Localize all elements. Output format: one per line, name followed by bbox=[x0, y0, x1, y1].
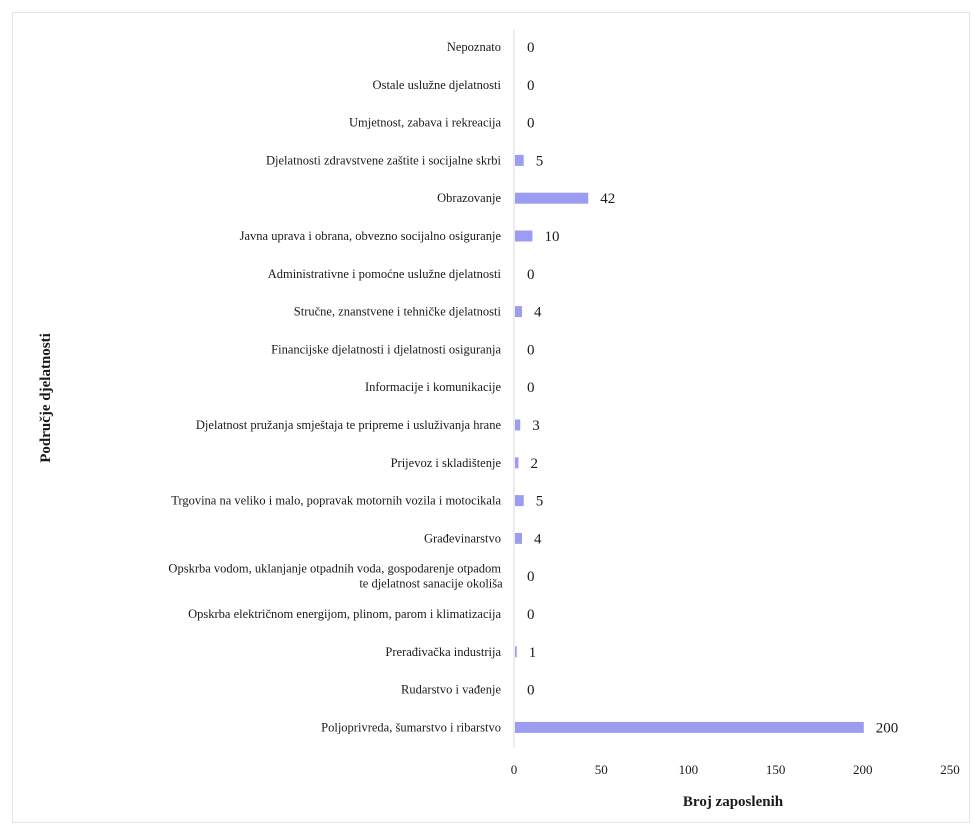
x-tick-5: 250 bbox=[940, 762, 960, 777]
category-label-9-line-0: Informacije i komunikacije bbox=[365, 380, 502, 394]
value-label-7: 4 bbox=[534, 305, 542, 321]
category-label-13-line-0: Građevinarstvo bbox=[424, 531, 501, 545]
value-label-10: 3 bbox=[532, 418, 540, 434]
bar-13 bbox=[515, 532, 522, 544]
bar-18 bbox=[515, 721, 864, 733]
category-label-4-line-0: Obrazovanje bbox=[437, 191, 501, 205]
value-label-16: 1 bbox=[529, 645, 537, 661]
bar-4 bbox=[515, 192, 589, 204]
bar-11 bbox=[515, 457, 519, 469]
category-label-16-line-0: Prerađivačka industrija bbox=[385, 645, 501, 659]
category-labels: Nepoznato Ostale uslužne djelatnosti Umjet… bbox=[168, 40, 503, 734]
value-label-4: 42 bbox=[600, 191, 615, 207]
category-label-3-line-0: Djelatnosti zdravstvene zaštite i socija… bbox=[266, 153, 502, 167]
category-label-12-line-0: Trgovina na veliko i malo, popravak moto… bbox=[171, 494, 501, 508]
x-tick-2: 100 bbox=[679, 762, 699, 777]
value-label-12: 5 bbox=[536, 494, 544, 510]
category-label-17: Rudarstvo i vađenje bbox=[401, 683, 501, 697]
bar-12 bbox=[515, 495, 524, 507]
category-label-9: Informacije i komunikacije bbox=[365, 380, 502, 394]
value-label-2: 0 bbox=[527, 116, 535, 132]
value-label-5: 10 bbox=[544, 229, 559, 245]
category-label-4: Obrazovanje bbox=[437, 191, 501, 205]
category-label-15-line-0: Opskrba električnom energijom, plinom, p… bbox=[188, 607, 501, 621]
x-tick-0: 0 bbox=[511, 762, 518, 777]
value-label-18: 200 bbox=[876, 720, 899, 736]
category-label-18: Poljoprivreda, šumarstvo i ribarstvo bbox=[321, 720, 501, 734]
bar-5 bbox=[515, 230, 533, 242]
value-label-14: 0 bbox=[527, 569, 535, 585]
category-label-8: Financijske djelatnosti i djelatnosti os… bbox=[271, 342, 501, 356]
value-label-15: 0 bbox=[527, 607, 535, 623]
category-label-14-line-1: te djelatnost sanacije okoliša bbox=[359, 577, 503, 591]
category-label-10-line-0: Djelatnost pružanja smještaja te priprem… bbox=[196, 418, 502, 432]
x-tick-labels: 0 50 100 150 200 250 bbox=[511, 762, 960, 777]
category-label-0: Nepoznato bbox=[447, 40, 501, 54]
x-tick-4: 200 bbox=[853, 762, 873, 777]
category-label-6: Administrativne i pomoćne uslužne djelat… bbox=[268, 267, 502, 281]
category-label-10: Djelatnost pružanja smještaja te priprem… bbox=[196, 418, 502, 432]
x-tick-1: 50 bbox=[595, 762, 608, 777]
value-label-11: 2 bbox=[530, 456, 538, 472]
x-axis-title: Broj zaposlenih bbox=[683, 794, 784, 810]
category-label-7-line-0: Stručne, znanstvene i tehničke djelatnos… bbox=[294, 305, 502, 319]
category-label-1: Ostale uslužne djelatnosti bbox=[373, 78, 502, 92]
bar-16 bbox=[515, 646, 517, 658]
category-label-11: Prijevoz i skladištenje bbox=[391, 456, 502, 470]
value-label-8: 0 bbox=[527, 342, 535, 358]
category-label-14: Opskrba vodom, uklanjanje otpadnih voda,… bbox=[168, 562, 503, 591]
category-label-14-line-0: Opskrba vodom, uklanjanje otpadnih voda,… bbox=[168, 562, 501, 576]
category-label-13: Građevinarstvo bbox=[424, 531, 501, 545]
bar-10 bbox=[515, 419, 521, 431]
category-label-11-line-0: Prijevoz i skladištenje bbox=[391, 456, 502, 470]
bars-group bbox=[515, 154, 864, 733]
value-label-13: 4 bbox=[534, 531, 542, 547]
x-tick-3: 150 bbox=[766, 762, 786, 777]
category-label-15: Opskrba električnom energijom, plinom, p… bbox=[188, 607, 501, 621]
category-label-5: Javna uprava i obrana, obvezno socijalno… bbox=[240, 229, 502, 243]
value-label-3: 5 bbox=[536, 153, 544, 169]
bar-7 bbox=[515, 306, 522, 318]
category-label-18-line-0: Poljoprivreda, šumarstvo i ribarstvo bbox=[321, 720, 501, 734]
value-label-9: 0 bbox=[527, 380, 535, 396]
category-label-17-line-0: Rudarstvo i vađenje bbox=[401, 683, 501, 697]
category-label-5-line-0: Javna uprava i obrana, obvezno socijalno… bbox=[240, 229, 502, 243]
y-axis-title: Područje djelatnosti bbox=[38, 333, 54, 463]
value-label-6: 0 bbox=[527, 267, 535, 283]
category-label-2: Umjetnost, zabava i rekreacija bbox=[349, 116, 501, 130]
category-label-0-line-0: Nepoznato bbox=[447, 40, 501, 54]
category-label-8-line-0: Financijske djelatnosti i djelatnosti os… bbox=[271, 342, 501, 356]
category-label-12: Trgovina na veliko i malo, popravak moto… bbox=[171, 494, 501, 508]
value-label-17: 0 bbox=[527, 683, 535, 699]
value-label-1: 0 bbox=[527, 78, 535, 94]
value-label-0: 0 bbox=[527, 40, 535, 56]
category-label-1-line-0: Ostale uslužne djelatnosti bbox=[373, 78, 502, 92]
category-label-16: Prerađivačka industrija bbox=[385, 645, 501, 659]
chart-frame bbox=[12, 12, 970, 823]
category-label-2-line-0: Umjetnost, zabava i rekreacija bbox=[349, 116, 501, 130]
category-label-6-line-0: Administrativne i pomoćne uslužne djelat… bbox=[268, 267, 502, 281]
bar-3 bbox=[515, 154, 524, 166]
category-label-3: Djelatnosti zdravstvene zaštite i socija… bbox=[266, 153, 502, 167]
category-label-7: Stručne, znanstvene i tehničke djelatnos… bbox=[294, 305, 502, 319]
